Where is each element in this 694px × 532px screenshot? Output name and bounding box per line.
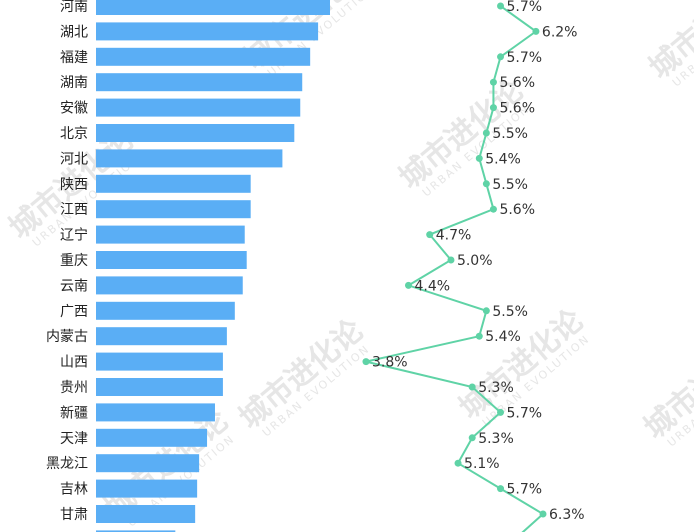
category-label: 甘肃 bbox=[60, 507, 88, 523]
growth-point bbox=[539, 510, 547, 518]
growth-point bbox=[468, 383, 476, 391]
category-label: 湖南 bbox=[60, 75, 88, 91]
growth-label: 5.0% bbox=[457, 253, 493, 269]
bar bbox=[96, 73, 303, 92]
category-label: 重庆 bbox=[60, 253, 88, 269]
growth-point bbox=[482, 180, 490, 188]
bar bbox=[96, 98, 301, 117]
category-label: 陕西 bbox=[60, 177, 88, 193]
watermark-text: 城市进化论 bbox=[233, 312, 371, 436]
category-label: 新疆 bbox=[60, 405, 88, 421]
growth-label: 5.7% bbox=[507, 50, 543, 66]
bar bbox=[96, 352, 223, 371]
category-label: 贵州 bbox=[60, 380, 88, 396]
growth-label: 5.4% bbox=[485, 329, 521, 345]
bar bbox=[96, 200, 251, 219]
bar bbox=[96, 251, 247, 269]
category-label: 内蒙古 bbox=[46, 329, 88, 345]
growth-point bbox=[362, 358, 370, 366]
category-label: 福建 bbox=[60, 50, 88, 66]
growth-label: 5.4% bbox=[485, 151, 521, 167]
bar bbox=[96, 225, 245, 244]
growth-point bbox=[404, 281, 412, 289]
growth-points-group bbox=[362, 2, 547, 518]
growth-label: 5.5% bbox=[492, 126, 528, 142]
growth-point bbox=[497, 2, 505, 10]
bar bbox=[96, 47, 311, 66]
growth-point bbox=[489, 104, 497, 112]
growth-point bbox=[426, 231, 434, 239]
growth-label: 5.3% bbox=[478, 431, 514, 447]
growth-label: 5.7% bbox=[507, 405, 543, 421]
bar bbox=[96, 479, 198, 498]
growth-label: 4.7% bbox=[436, 228, 472, 244]
growth-point bbox=[497, 53, 505, 61]
growth-point bbox=[454, 459, 462, 467]
growth-point bbox=[497, 408, 505, 416]
growth-label: 5.6% bbox=[499, 75, 535, 91]
category-label: 湖北 bbox=[60, 24, 88, 40]
growth-label: 5.1% bbox=[464, 456, 500, 472]
bar bbox=[96, 530, 176, 532]
growth-label: 4.4% bbox=[414, 278, 450, 294]
growth-point bbox=[475, 332, 483, 340]
growth-label: 6.2% bbox=[542, 24, 578, 40]
category-label: 吉林 bbox=[60, 482, 88, 498]
growth-label: 6.3% bbox=[549, 507, 585, 523]
growth-labels-group: 5.7% 6.2% 5.7% 5.6% 5.6% 5.5% 5.4% 5.5% 5.6% 4.7%… bbox=[372, 0, 585, 523]
growth-point bbox=[489, 205, 497, 213]
growth-point bbox=[475, 154, 483, 162]
growth-label: 5.6% bbox=[499, 101, 535, 117]
bar bbox=[96, 378, 223, 396]
bars-group bbox=[96, 0, 330, 532]
bar bbox=[96, 454, 200, 473]
bar bbox=[96, 0, 330, 15]
growth-point bbox=[482, 129, 490, 137]
bar bbox=[96, 403, 215, 422]
growth-label: 5.3% bbox=[478, 380, 514, 396]
bar bbox=[96, 505, 196, 523]
growth-line-group bbox=[365, 5, 545, 532]
growth-line bbox=[365, 5, 545, 532]
growth-label: 5.5% bbox=[492, 304, 528, 320]
bar bbox=[96, 327, 227, 346]
growth-point bbox=[447, 256, 455, 264]
growth-label: 5.6% bbox=[499, 202, 535, 218]
category-label: 江西 bbox=[60, 202, 88, 218]
growth-label: 5.7% bbox=[507, 0, 543, 15]
bar bbox=[96, 174, 251, 193]
bar bbox=[96, 276, 243, 295]
bar bbox=[96, 124, 295, 142]
growth-point bbox=[482, 307, 490, 315]
growth-label: 3.8% bbox=[372, 355, 408, 371]
growth-label: 5.5% bbox=[492, 177, 528, 193]
category-label: 云南 bbox=[60, 278, 88, 294]
growth-label: 5.7% bbox=[507, 482, 543, 498]
growth-point bbox=[489, 78, 497, 86]
category-label: 河北 bbox=[60, 151, 88, 167]
growth-point bbox=[468, 434, 476, 442]
category-label: 山西 bbox=[60, 355, 88, 371]
bar bbox=[96, 428, 208, 447]
growth-point bbox=[532, 27, 540, 35]
bar bbox=[96, 301, 235, 320]
category-label: 广西 bbox=[60, 304, 88, 320]
category-label: 安徽 bbox=[60, 101, 88, 117]
bar bbox=[96, 22, 319, 41]
category-label: 北京 bbox=[60, 126, 88, 142]
category-label: 天津 bbox=[60, 431, 88, 447]
category-label: 黑龙江 bbox=[46, 456, 88, 472]
category-label: 辽宁 bbox=[60, 227, 88, 244]
category-label: 河南 bbox=[60, 0, 88, 15]
bar bbox=[96, 149, 283, 168]
growth-point bbox=[497, 485, 505, 493]
category-labels-group: 河南湖北福建湖南安徽北京河北陕西江西辽宁重庆云南广西内蒙古山西贵州新疆天津黑龙江… bbox=[46, 0, 88, 532]
